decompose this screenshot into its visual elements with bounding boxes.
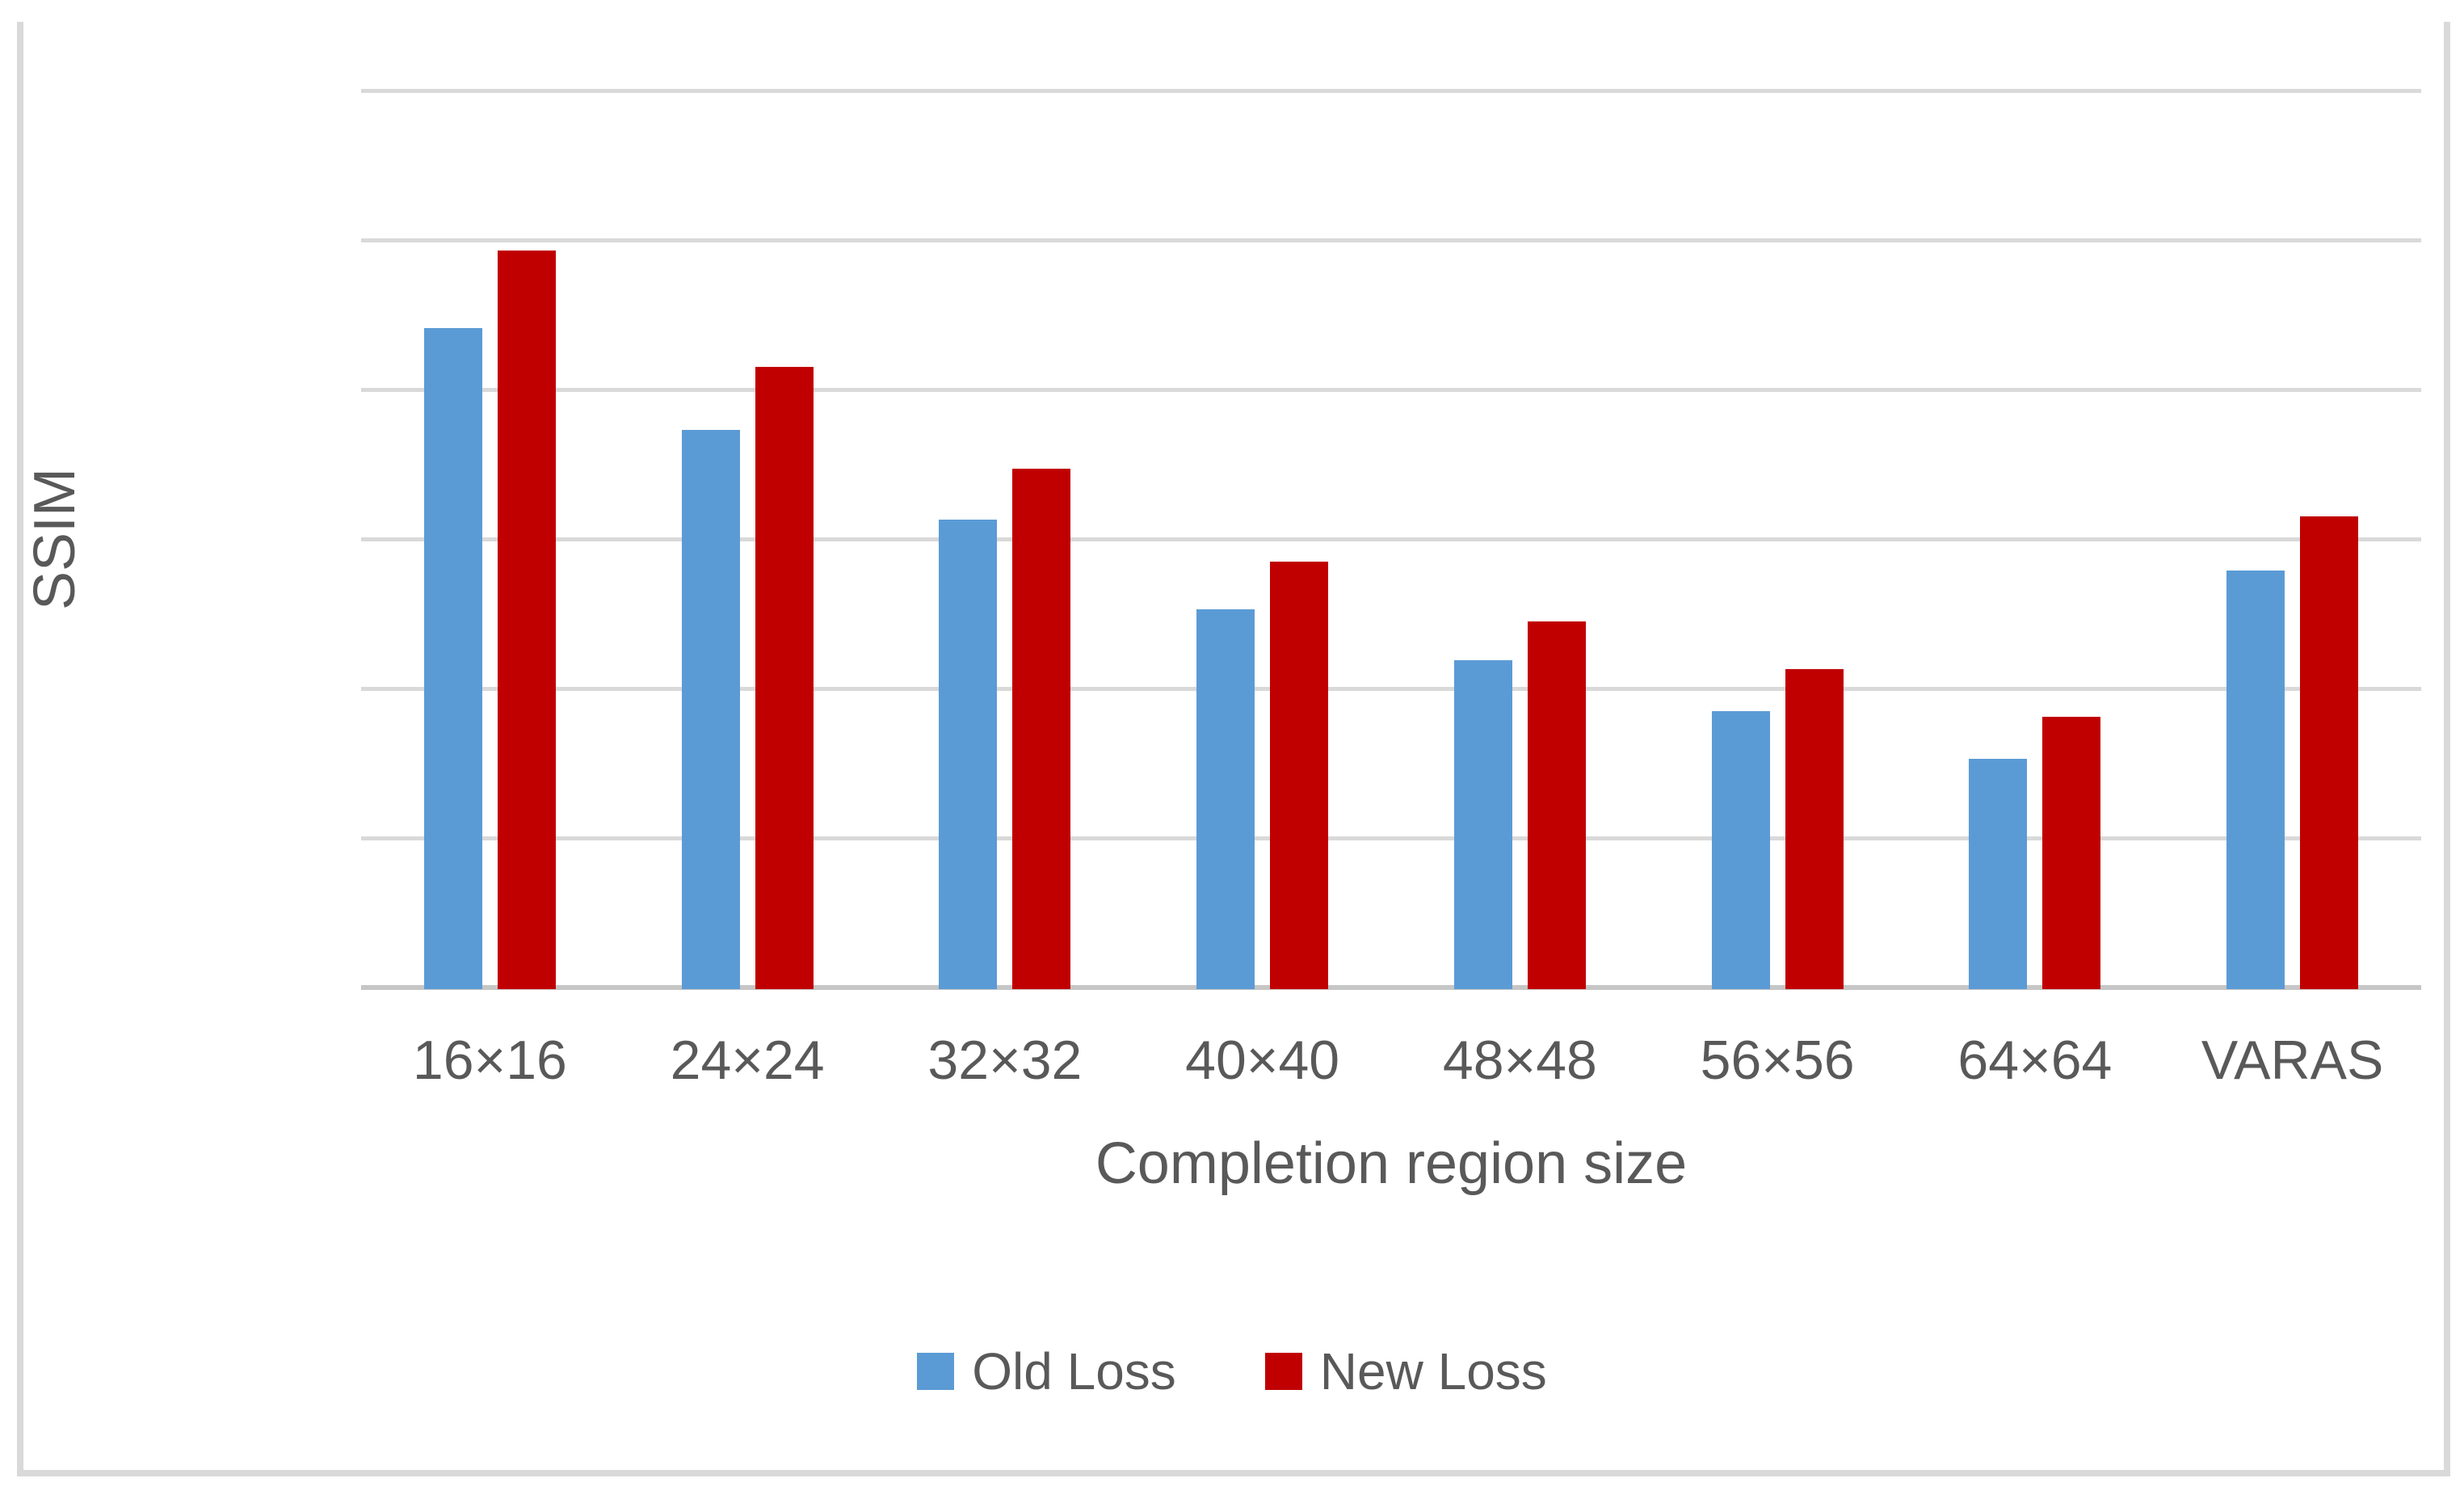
x-axis-category-label: 16×16 xyxy=(412,1030,567,1091)
bar-new-loss xyxy=(1270,562,1329,989)
bar-old-loss xyxy=(681,430,740,989)
x-axis-title: Completion region size xyxy=(1095,1131,1688,1196)
bar-new-loss xyxy=(1785,669,1844,989)
bar-new-loss xyxy=(1527,621,1586,989)
legend-item-new-loss: New Loss xyxy=(1264,1342,1547,1400)
category-group xyxy=(361,91,619,989)
gridline xyxy=(361,687,2421,691)
legend-swatch-old-loss xyxy=(917,1353,955,1390)
gridline xyxy=(361,238,2421,242)
x-axis-category-label: 64×64 xyxy=(1957,1030,2113,1091)
bar-old-loss xyxy=(1453,660,1512,989)
legend-item-old-loss: Old Loss xyxy=(917,1343,1176,1400)
y-axis-title-text: SSIM xyxy=(23,467,87,611)
x-axis-line xyxy=(361,985,2421,990)
legend-label-new-loss: New Loss xyxy=(1319,1342,1547,1400)
bar-new-loss xyxy=(497,251,556,989)
bar-new-loss xyxy=(2300,516,2359,989)
bar-old-loss xyxy=(1196,609,1255,989)
gridline xyxy=(361,836,2421,840)
x-axis-category-label: 40×40 xyxy=(1185,1030,1340,1091)
bar-old-loss xyxy=(2226,571,2285,989)
bars-row xyxy=(361,91,2421,989)
x-axis-category-label: 48×48 xyxy=(1442,1030,1597,1091)
category-group xyxy=(1133,91,1391,989)
gridline xyxy=(361,537,2421,541)
bar-old-loss xyxy=(1711,711,1770,989)
chart-area-border xyxy=(17,22,2450,1476)
category-group xyxy=(1907,91,2164,989)
x-axis-category-label: 56×56 xyxy=(1700,1030,1855,1091)
category-group xyxy=(1391,91,1649,989)
bar-new-loss xyxy=(755,367,814,989)
legend: Old Loss New Loss xyxy=(0,1343,2464,1400)
plot-area xyxy=(361,89,2421,990)
gridline xyxy=(361,388,2421,392)
bar-new-loss xyxy=(1012,469,1071,989)
category-group xyxy=(2163,91,2421,989)
x-axis-category-label: 24×24 xyxy=(670,1030,825,1091)
x-axis-category-label: VARAS xyxy=(2201,1030,2384,1091)
bar-old-loss xyxy=(1969,759,2028,989)
gridline xyxy=(361,89,2421,93)
category-group xyxy=(619,91,877,989)
category-group xyxy=(877,91,1134,989)
bar-new-loss xyxy=(2042,717,2101,989)
x-axis-category-label: 32×32 xyxy=(927,1030,1083,1091)
legend-swatch-new-loss xyxy=(1264,1353,1302,1390)
x-axis-category-labels: 16×16 24×24 32×32 40×40 48×48 56×56 64×64 VARAS xyxy=(361,1028,2421,1093)
category-group xyxy=(1649,91,1907,989)
bar-old-loss xyxy=(423,328,482,989)
legend-label-old-loss: Old Loss xyxy=(972,1342,1176,1400)
bar-old-loss xyxy=(939,520,998,989)
